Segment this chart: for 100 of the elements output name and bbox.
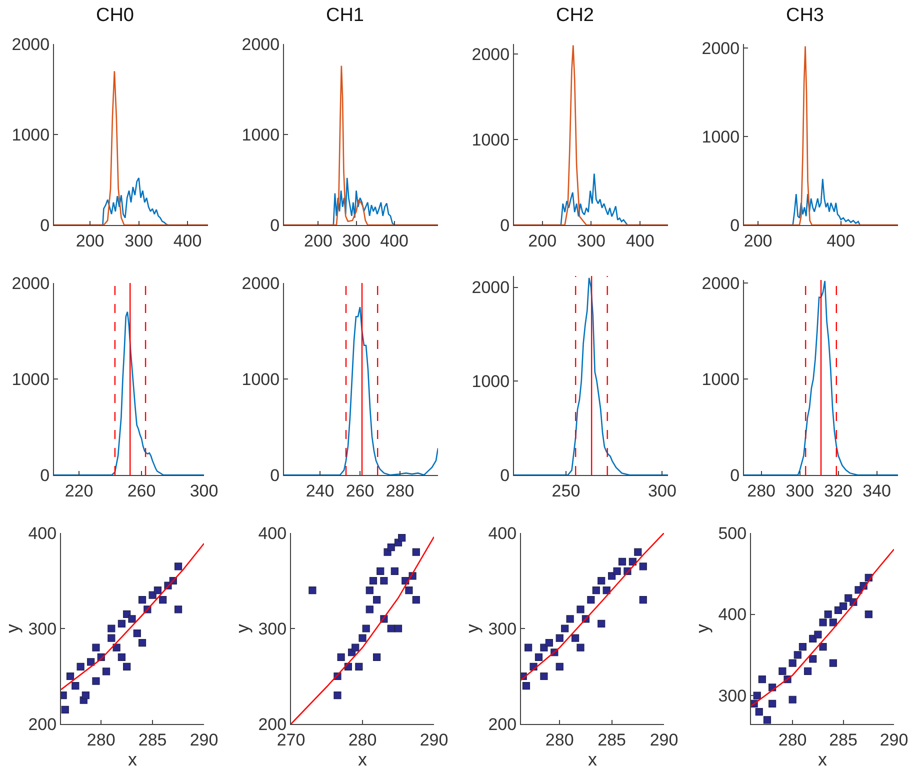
point (804, 667, 812, 675)
point (112, 644, 120, 652)
x-axis-title: x (358, 750, 367, 770)
y-tick-label: 1000 (12, 370, 50, 389)
point (373, 653, 381, 661)
x-tick-label: 290 (190, 730, 218, 750)
x-tick-label: 200 (76, 231, 104, 250)
point (794, 651, 802, 659)
x-tick-label: 300 (342, 231, 370, 250)
point (390, 567, 398, 575)
chart-title: CH3 (786, 5, 824, 26)
y-tick-label: 2000 (242, 34, 280, 54)
point (829, 659, 837, 667)
x-tick-label: 300 (786, 481, 814, 500)
y-tick-label: 2000 (12, 274, 50, 293)
point (334, 692, 342, 700)
y-tick-label: 0 (500, 216, 510, 235)
y-tick-label: 0 (730, 466, 740, 485)
point (524, 644, 532, 652)
x-tick-label: 240 (306, 481, 334, 500)
point (412, 596, 420, 604)
point (358, 634, 366, 642)
x-tick-label: 340 (862, 481, 892, 500)
x-axis-title: x (818, 750, 827, 770)
point (829, 618, 837, 626)
point (587, 596, 595, 604)
point (634, 548, 642, 556)
line-series (291, 536, 434, 724)
x-tick-label: 400 (626, 231, 654, 250)
point (337, 653, 345, 661)
point (788, 696, 796, 704)
x-tick-label: 285 (829, 730, 858, 750)
point (522, 682, 530, 690)
x-tick-label: 290 (880, 730, 908, 750)
x-tick-label: 400 (173, 231, 202, 250)
y-tick-label: 0 (270, 216, 280, 235)
x-tick-label: 280 (386, 481, 414, 500)
y-tick-label: 2000 (702, 38, 740, 58)
y-tick-label: 2000 (472, 44, 510, 64)
line-series (521, 533, 664, 681)
point (369, 576, 378, 585)
point (864, 610, 872, 618)
x-tick-label: 250 (552, 481, 580, 500)
point (366, 586, 374, 594)
line-series (744, 280, 898, 475)
y-tick-label: 300 (258, 619, 287, 638)
chart-title: CH1 (326, 5, 364, 26)
x-tick-label: 400 (380, 231, 408, 250)
x-tick-label: 280 (86, 730, 116, 750)
point (540, 672, 548, 680)
x-tick-label: 300 (124, 231, 153, 250)
y-tick-label: 300 (488, 619, 517, 638)
x-tick-label: 320 (824, 481, 853, 500)
point (174, 606, 182, 614)
x-tick-label: 200 (528, 231, 557, 250)
point (92, 677, 100, 685)
point (154, 586, 162, 594)
point (753, 692, 761, 700)
x-tick-label: 280 (348, 730, 377, 750)
point (561, 624, 569, 632)
x-tick-label: 280 (747, 481, 776, 500)
y-tick-label: 1000 (702, 127, 740, 146)
point (763, 716, 772, 724)
point (571, 634, 580, 642)
point (373, 596, 381, 604)
point (534, 653, 543, 661)
point (788, 659, 796, 667)
point (308, 586, 316, 594)
point (61, 706, 69, 714)
y-tick-label: 400 (718, 605, 747, 624)
point (133, 629, 141, 638)
point (138, 639, 146, 647)
line-series (751, 548, 894, 707)
point (618, 558, 626, 566)
point (102, 668, 110, 676)
x-tick-label: 300 (190, 481, 218, 500)
y-axis-title: y (232, 624, 252, 633)
point (92, 644, 100, 652)
point (556, 662, 564, 670)
point (405, 586, 413, 594)
point (138, 596, 146, 604)
x-tick-label: 200 (744, 231, 772, 250)
point (412, 548, 420, 556)
x-tick-label: 400 (826, 231, 856, 250)
x-axis-title: x (128, 750, 137, 770)
point (576, 606, 584, 614)
line-series (744, 46, 898, 225)
point (602, 586, 610, 594)
point (108, 624, 116, 632)
point (394, 624, 402, 632)
point (819, 618, 827, 626)
x-tick-label: 285 (598, 730, 626, 750)
point (768, 700, 776, 708)
x-tick-label: 300 (577, 231, 606, 250)
point (123, 662, 131, 670)
point (362, 624, 370, 632)
y-tick-label: 200 (28, 714, 57, 734)
point (755, 708, 763, 716)
point (839, 602, 848, 610)
point (118, 620, 126, 628)
